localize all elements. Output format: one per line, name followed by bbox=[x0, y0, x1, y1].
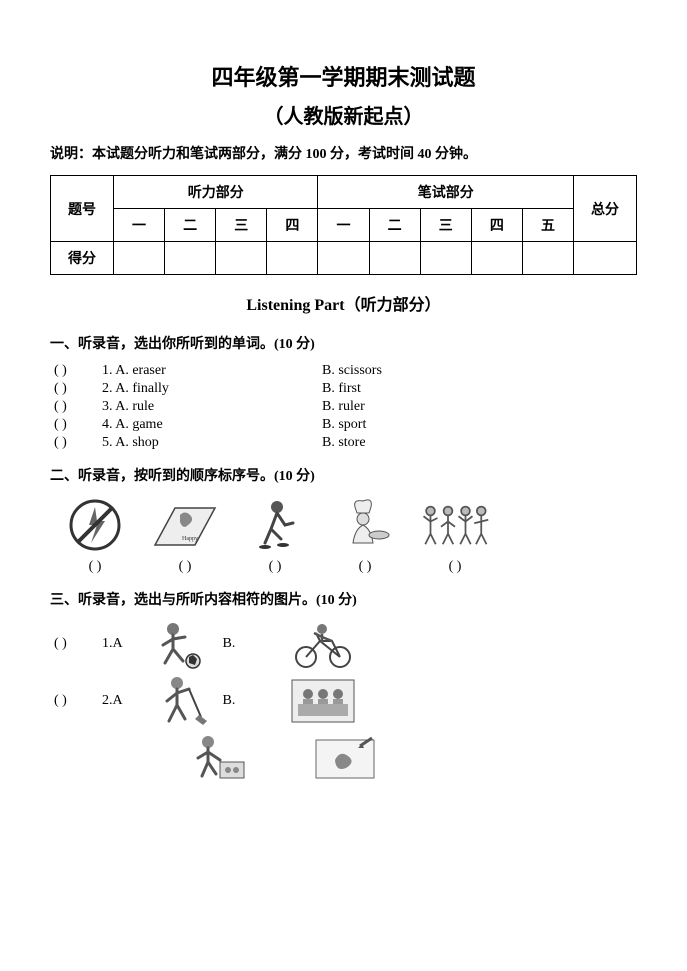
q1-row: ( ) 1. A. eraser B. scissors bbox=[54, 363, 637, 379]
q2-head: 二、听录音，按听到的顺序标序号。(10 分) bbox=[50, 465, 637, 485]
paren: ( ) bbox=[420, 559, 490, 575]
group-icon bbox=[283, 676, 363, 726]
q1-blank: ( ) bbox=[54, 399, 102, 415]
score-w5 bbox=[522, 242, 573, 275]
score-table: 题号 听力部分 笔试部分 总分 一 二 三 四 一 二 三 四 五 得分 bbox=[50, 175, 637, 275]
paren: ( ) bbox=[150, 559, 220, 575]
instruction: 说明：本试题分听力和笔试两部分，满分 100 分，考试时间 40 分钟。 bbox=[50, 143, 637, 163]
score-l4 bbox=[267, 242, 318, 275]
col-l1: 一 bbox=[114, 209, 165, 242]
q1-row: ( ) 3. A. rule B. ruler bbox=[54, 399, 637, 415]
col-l3: 三 bbox=[216, 209, 267, 242]
q1-a: 4. A. game bbox=[102, 417, 322, 433]
q1-b: B. store bbox=[322, 435, 366, 451]
col-w4: 四 bbox=[471, 209, 522, 242]
q1-a: 2. A. finally bbox=[102, 381, 322, 397]
draw1-icon bbox=[190, 732, 250, 782]
col-w3: 三 bbox=[420, 209, 471, 242]
score-total bbox=[574, 242, 637, 275]
q3-num: 2. bbox=[102, 693, 113, 709]
q1-blank: ( ) bbox=[54, 381, 102, 397]
q3-blank: ( ) bbox=[54, 636, 102, 652]
col-w1: 一 bbox=[318, 209, 369, 242]
no-flash-icon bbox=[60, 495, 130, 555]
cell-tihao: 题号 bbox=[51, 176, 114, 242]
q1-a: 3. A. rule bbox=[102, 399, 322, 415]
cell-score-label: 得分 bbox=[51, 242, 114, 275]
q1-blank: ( ) bbox=[54, 417, 102, 433]
score-w2 bbox=[369, 242, 420, 275]
q1-b: B. ruler bbox=[322, 399, 365, 415]
q3-extra bbox=[190, 732, 637, 782]
cell-listening: 听力部分 bbox=[114, 176, 318, 209]
sub-title: （人教版新起点） bbox=[50, 100, 637, 129]
soccer-icon bbox=[143, 619, 223, 669]
q2-pics: Happy bbox=[60, 495, 637, 555]
paren: ( ) bbox=[330, 559, 400, 575]
skate-icon bbox=[240, 495, 310, 555]
q3-num: 1. bbox=[102, 636, 113, 652]
q1-b: B. scissors bbox=[322, 363, 382, 379]
sweep-icon bbox=[143, 673, 223, 728]
score-l2 bbox=[165, 242, 216, 275]
col-w2: 二 bbox=[369, 209, 420, 242]
cell-total: 总分 bbox=[574, 176, 637, 242]
col-l4: 四 bbox=[267, 209, 318, 242]
q3-labelB: B. bbox=[223, 693, 283, 709]
q3-labelB: B. bbox=[223, 636, 283, 652]
q1-row: ( ) 4. A. game B. sport bbox=[54, 417, 637, 433]
bike-icon bbox=[283, 619, 363, 669]
q3-labelA: A bbox=[113, 693, 143, 709]
q3-labelA: A bbox=[113, 636, 143, 652]
q2-parens: ( ) ( ) ( ) ( ) ( ) bbox=[60, 559, 637, 575]
card-icon: Happy bbox=[150, 495, 220, 555]
q1-head: 一、听录音，选出你所听到的单词。(10 分) bbox=[50, 333, 637, 353]
score-l1 bbox=[114, 242, 165, 275]
q3-row: ( ) 1. A B. bbox=[54, 619, 637, 669]
col-w5: 五 bbox=[522, 209, 573, 242]
q1-blank: ( ) bbox=[54, 363, 102, 379]
paren: ( ) bbox=[60, 559, 130, 575]
q1-b: B. first bbox=[322, 381, 361, 397]
q1-a: 5. A. shop bbox=[102, 435, 322, 451]
q1-row: ( ) 2. A. finally B. first bbox=[54, 381, 637, 397]
chef-icon bbox=[330, 495, 400, 555]
q1-blank: ( ) bbox=[54, 435, 102, 451]
col-l2: 二 bbox=[165, 209, 216, 242]
paren: ( ) bbox=[240, 559, 310, 575]
q3-head: 三、听录音，选出与所听内容相符的图片。(10 分) bbox=[50, 589, 637, 609]
q1-a: 1. A. eraser bbox=[102, 363, 322, 379]
draw2-icon bbox=[310, 732, 380, 782]
q1-row: ( ) 5. A. shop B. store bbox=[54, 435, 637, 451]
dance-icon bbox=[420, 495, 490, 555]
q1-list: ( ) 1. A. eraser B. scissors ( ) 2. A. f… bbox=[50, 363, 637, 451]
q1-b: B. sport bbox=[322, 417, 366, 433]
section-title: Listening Part（听力部分） bbox=[50, 291, 637, 315]
score-w1 bbox=[318, 242, 369, 275]
q3-row: ( ) 2. A B. bbox=[54, 673, 637, 728]
cell-written: 笔试部分 bbox=[318, 176, 574, 209]
q3-blank: ( ) bbox=[54, 693, 102, 709]
score-w3 bbox=[420, 242, 471, 275]
main-title: 四年级第一学期期末测试题 bbox=[50, 60, 637, 92]
score-l3 bbox=[216, 242, 267, 275]
svg-text:Happy: Happy bbox=[182, 536, 198, 542]
score-w4 bbox=[471, 242, 522, 275]
